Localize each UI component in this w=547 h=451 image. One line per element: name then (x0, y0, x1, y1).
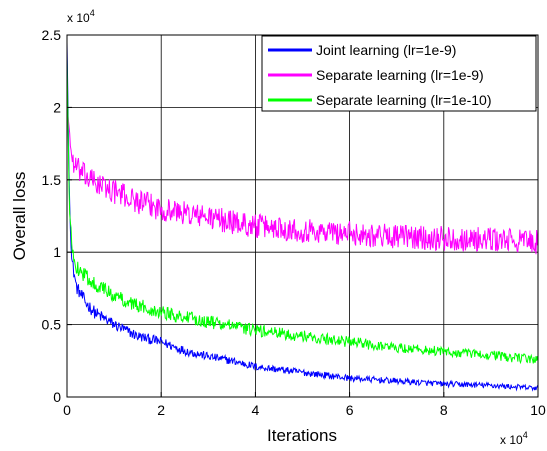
y-tick-label: 1.5 (42, 172, 62, 188)
series-separate-learning-1e10 (66, 56, 539, 365)
legend-label-joint: Joint learning (lr=1e-9) (316, 42, 456, 58)
x-tick-label: 6 (346, 402, 354, 418)
x-tick-label: 0 (63, 402, 71, 418)
legend-label-separate-1e10: Separate learning (lr=1e-10) (316, 92, 492, 108)
x-axis-multiplier: x 104 (500, 430, 528, 447)
axes-box (66, 34, 539, 398)
y-tick-label: 0 (53, 389, 61, 405)
x-tick-label: 8 (440, 402, 448, 418)
x-multiplier-base: x 10 (500, 433, 523, 447)
y-tick-label: 2 (53, 99, 61, 115)
y-multiplier-base: x 10 (67, 11, 90, 25)
ticks: 0 2 4 6 8 10 0 0.5 1 1.5 2 2.5 (42, 27, 546, 418)
series-layer (66, 42, 539, 392)
x-multiplier-exponent: 4 (523, 430, 528, 440)
y-tick-label: 1 (53, 244, 61, 260)
y-multiplier-exponent: 4 (90, 8, 95, 18)
x-tick-label: 2 (157, 402, 165, 418)
y-tick-label: 0.5 (42, 317, 62, 333)
legend: Joint learning (lr=1e-9) Separate learni… (261, 35, 537, 112)
y-tick-label: 2.5 (42, 27, 62, 43)
x-axis-label: Iterations (267, 426, 337, 445)
y-axis-label: Overall loss (10, 172, 29, 261)
legend-label-separate-1e9: Separate learning (lr=1e-9) (316, 67, 484, 83)
x-tick-label: 10 (530, 402, 546, 418)
x-tick-label: 4 (252, 402, 260, 418)
y-axis-multiplier: x 104 (67, 8, 95, 25)
series-separate-learning-1e9 (66, 107, 539, 255)
series-joint-learning (66, 42, 539, 392)
